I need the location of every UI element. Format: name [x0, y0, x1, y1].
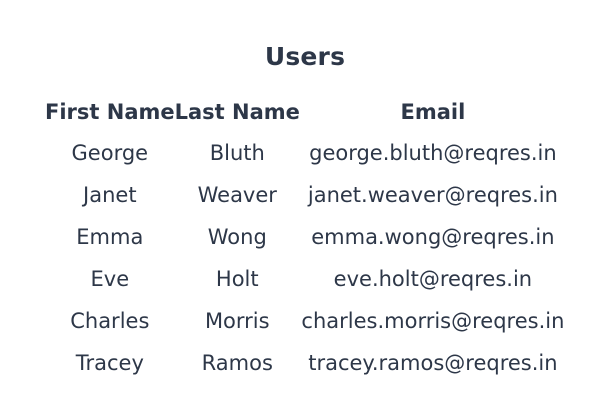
table-body: George Bluth george.bluth@reqres.in Jane…	[45, 132, 566, 384]
last-name-cell: Holt	[215, 267, 259, 291]
email-cell: tracey.ramos@reqres.in	[308, 351, 558, 375]
table-header: First Name Last Name Email	[45, 92, 566, 132]
email-cell: janet.weaver@reqres.in	[307, 183, 558, 207]
last-name-cell: Weaver	[197, 183, 277, 207]
last-name-cell: Ramos	[201, 351, 273, 375]
header-row: First Name Last Name Email	[45, 92, 566, 132]
email-cell: george.bluth@reqres.in	[309, 141, 557, 165]
page-title: Users	[264, 41, 346, 71]
first-name-cell: Tracey	[75, 351, 144, 375]
last-name-cell: Morris	[204, 309, 270, 333]
table-row: Charles Morris charles.morris@reqres.in	[45, 300, 566, 342]
table-row: Janet Weaver janet.weaver@reqres.in	[45, 174, 566, 216]
email-cell: charles.morris@reqres.in	[301, 309, 565, 333]
users-table: First Name Last Name Email George Bluth …	[45, 92, 566, 384]
table-row: George Bluth george.bluth@reqres.in	[45, 132, 566, 174]
first-name-cell: Charles	[70, 309, 150, 333]
first-name-cell: Emma	[76, 225, 144, 249]
last-name-cell: Wong	[207, 225, 267, 249]
email-cell: emma.wong@reqres.in	[311, 225, 555, 249]
email-cell: eve.holt@reqres.in	[333, 267, 533, 291]
first-name-cell: Eve	[90, 267, 130, 291]
first-name-cell: Janet	[83, 183, 137, 207]
table-row: Emma Wong emma.wong@reqres.in	[45, 216, 566, 258]
header-last-name: Last Name	[174, 100, 300, 124]
table-row: Tracey Ramos tracey.ramos@reqres.in	[45, 342, 566, 384]
first-name-cell: George	[71, 141, 149, 165]
header-first-name: First Name	[45, 100, 175, 124]
table-row: Eve Holt eve.holt@reqres.in	[45, 258, 566, 300]
last-name-cell: Bluth	[209, 141, 265, 165]
header-email: Email	[400, 100, 466, 124]
